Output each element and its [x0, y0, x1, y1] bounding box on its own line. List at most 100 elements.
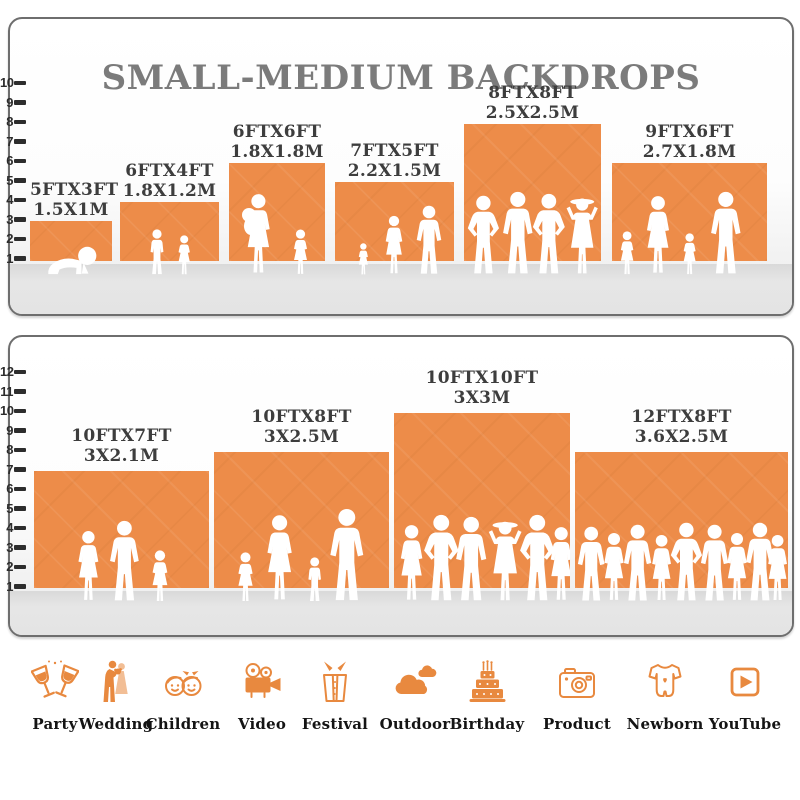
ruler-number: 6 [6, 153, 13, 169]
ruler-number: 1 [6, 250, 13, 266]
category-label: Children [145, 715, 221, 733]
backdrop-size-label: 8FTX8FT 2.5X2.5M [485, 83, 580, 123]
ruler-tick: 10 [0, 401, 28, 421]
ruler-dash [14, 119, 26, 124]
ruler-dash [14, 525, 26, 530]
children-icon [165, 671, 202, 696]
bottom-panel: 10FTX7FT 3X2.1M 10FTX8FT 3X2.5M [8, 335, 794, 637]
backdrop-10ftx10ft: 10FTX10FT 3X3M [394, 368, 570, 601]
youtube-icon [730, 667, 760, 697]
ruler-number: 2 [6, 231, 13, 247]
backdrop-rect [394, 413, 570, 601]
ruler-dash [14, 256, 26, 261]
backdrop-6ftx4ft: 6FTX4FT 1.8X1.2M [120, 161, 219, 275]
ruler-top: 10 9 8 7 6 5 4 3 [0, 73, 28, 268]
ruler-tick: 2 [0, 229, 28, 249]
silhouette-crawling-baby [48, 246, 97, 275]
ruler-dash [14, 369, 26, 374]
backdrop-rect [34, 471, 209, 601]
category-label: Birthday [449, 715, 525, 733]
silhouette-four-adults [467, 191, 598, 274]
ruler-dash [14, 447, 26, 452]
ruler-tick: 9 [0, 421, 28, 441]
silhouette-family-three [358, 205, 442, 275]
ruler-tick: 5 [0, 171, 28, 191]
ruler-dash [14, 545, 26, 550]
backdrop-size-label: 10FTX8FT 3X2.5M [251, 407, 352, 447]
product-icon [559, 668, 595, 698]
backdrop-size-label: 10FTX7FT 3X2.1M [71, 426, 172, 466]
ruler-dash [14, 139, 26, 144]
ruler-dash [14, 217, 26, 222]
ruler-number: 2 [6, 559, 13, 575]
backdrop-rect [229, 163, 325, 274]
ruler-number: 4 [6, 192, 13, 208]
backdrop-rect [464, 124, 601, 274]
category-product: Product [535, 658, 619, 733]
ruler-tick: 4 [0, 518, 28, 538]
ruler-number: 5 [6, 500, 13, 516]
backdrop-rect [335, 182, 454, 275]
festival-icon [323, 661, 347, 702]
category-youtube: YouTube [703, 658, 787, 733]
backdrop-9ftx6ft: 9FTX6FT 2.7X1.8M [612, 122, 767, 275]
ruler-number: 10 [0, 75, 14, 91]
ruler-number: 7 [6, 133, 13, 149]
category-label: Party [32, 715, 78, 733]
outdoor-icon [395, 665, 437, 694]
ruler-dash [14, 80, 26, 85]
backdrop-size-label: 6FTX4FT 1.8X1.2M [122, 161, 217, 201]
backdrop-7ftx5ft: 7FTX5FT 2.2X1.5M [335, 141, 454, 275]
ruler-dash [14, 389, 26, 394]
silhouette-family-three [78, 520, 168, 601]
ruler-number: 1 [6, 578, 13, 594]
backdrop-size-label: 6FTX6FT 1.8X1.8M [230, 122, 324, 162]
backdrop-rect [120, 202, 219, 275]
ruler-tick: 1 [0, 577, 28, 597]
category-label: Outdoor [379, 715, 451, 733]
ruler-bottom: 12 11 10 9 8 7 6 5 [0, 362, 28, 596]
backdrop-5ftx3ft: 5FTX3FT 1.5X1M [30, 180, 118, 275]
backdrop-size-label: 7FTX5FT 2.2X1.5M [347, 141, 442, 181]
ruler-dash [14, 236, 26, 241]
ruler-dash [14, 100, 26, 105]
ruler-tick: 3 [0, 538, 28, 558]
ruler-number: 7 [6, 461, 13, 477]
ruler-tick: 6 [0, 479, 28, 499]
ruler-tick: 4 [0, 190, 28, 210]
ruler-tick: 6 [0, 151, 28, 171]
ruler-number: 12 [0, 364, 14, 380]
ruler-tick: 10 [0, 73, 28, 93]
category-label: YouTube [708, 715, 782, 733]
ruler-number: 10 [0, 403, 14, 419]
category-label: Festival [301, 715, 369, 733]
ruler-tick: 7 [0, 132, 28, 152]
ruler-tick: 11 [0, 382, 28, 402]
backdrop-rect [612, 163, 767, 275]
category-video: Video [220, 658, 304, 733]
backdrop-6ftx6ft: 6FTX6FT 1.8X1.8M [229, 122, 325, 274]
ruler-dash [14, 584, 26, 589]
ruler-number: 11 [0, 383, 13, 399]
floor-strip [10, 591, 792, 635]
category-festival: Festival [293, 658, 377, 733]
silhouette-family-four [238, 508, 364, 602]
ruler-dash [14, 178, 26, 183]
ruler-tick: 3 [0, 210, 28, 230]
ruler-number: 6 [6, 481, 13, 497]
category-outdoor: Outdoor [373, 658, 457, 733]
ruler-number: 9 [6, 94, 13, 110]
ruler-dash [14, 467, 26, 472]
wedding-icon [103, 660, 128, 702]
top-panel: SMALL-MEDIUM BACKDROPS 5FTX3FT 1.5X1M 6F… [8, 17, 794, 316]
birthday-icon [469, 660, 506, 702]
ruler-tick: 5 [0, 499, 28, 519]
category-children: Children [141, 658, 225, 733]
ruler-tick: 9 [0, 93, 28, 113]
category-label: Video [237, 715, 287, 733]
ruler-number: 4 [6, 520, 13, 536]
ruler-number: 9 [6, 422, 13, 438]
category-label: Wedding [78, 715, 154, 733]
ruler-number: 8 [6, 442, 13, 458]
ruler-number: 5 [6, 172, 13, 188]
